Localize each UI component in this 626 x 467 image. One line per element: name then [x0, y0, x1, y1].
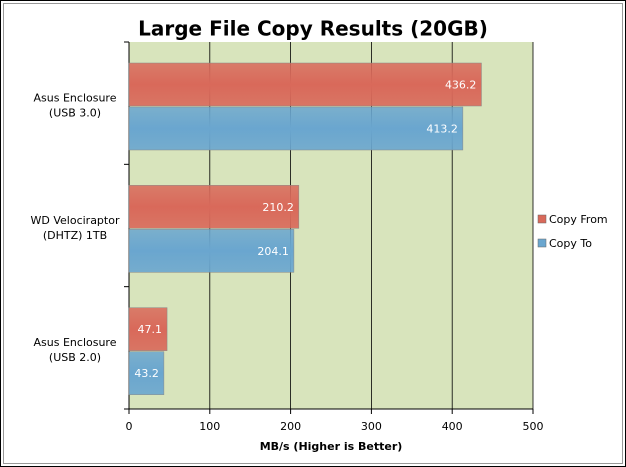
bar [128, 229, 295, 273]
inner-frame [3, 3, 623, 464]
bar [128, 62, 482, 107]
bar [128, 106, 464, 151]
legend-label: Copy To [549, 237, 592, 250]
y-tick-label: (USB 2.0) [49, 351, 101, 364]
bar [128, 351, 165, 395]
bar [128, 185, 300, 229]
legend-swatch [537, 214, 547, 224]
x-tick-label: 500 [523, 420, 544, 433]
y-tick-label: WD Velociraptor [31, 214, 120, 227]
y-tick-label: Asus Enclosure [34, 336, 117, 349]
value-label: 43.2 [134, 367, 159, 380]
x-tick-label: 0 [126, 420, 133, 433]
value-label: 436.2 [445, 79, 477, 92]
value-label: 413.2 [426, 123, 458, 136]
value-label: 210.2 [262, 201, 294, 214]
x-tick-label: 300 [361, 420, 382, 433]
x-axis-title: MB/s (Higher is Better) [260, 440, 403, 453]
y-tick-label: Asus Enclosure [34, 92, 117, 105]
x-tick-label: 400 [442, 420, 463, 433]
chart-title: Large File Copy Results (20GB) [138, 17, 488, 41]
y-tick-label: (USB 3.0) [49, 107, 101, 120]
value-label: 47.1 [138, 323, 163, 336]
value-label: 204.1 [257, 245, 289, 258]
y-tick-label: (DHTZ) 1TB [43, 229, 107, 242]
legend-swatch [537, 238, 547, 248]
bar [128, 307, 168, 351]
x-tick-label: 100 [199, 420, 220, 433]
legend-label: Copy From [549, 213, 608, 226]
x-tick-label: 200 [280, 420, 301, 433]
